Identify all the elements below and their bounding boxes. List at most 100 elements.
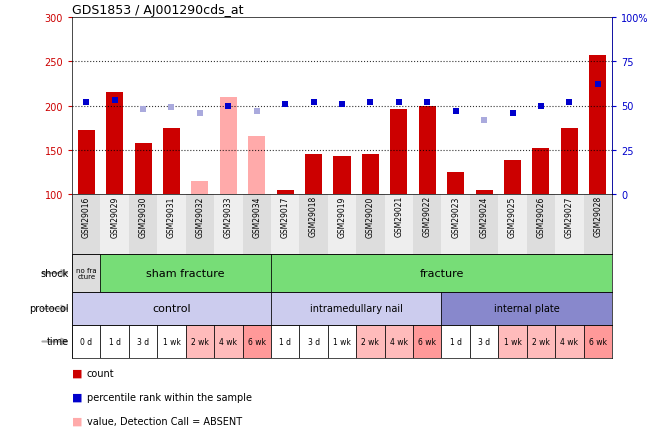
Bar [362, 155, 379, 194]
Text: 4 wk: 4 wk [561, 337, 578, 346]
Text: ■: ■ [72, 416, 83, 426]
Bar [385, 194, 413, 254]
Text: fracture: fracture [419, 268, 463, 278]
Bar [72, 293, 271, 325]
Text: GSM29024: GSM29024 [480, 196, 488, 237]
Bar [100, 194, 129, 254]
Text: shock: shock [40, 268, 69, 278]
Bar [157, 194, 186, 254]
Bar [72, 194, 100, 254]
Text: GSM29032: GSM29032 [196, 196, 204, 237]
Bar [214, 194, 243, 254]
Bar [305, 155, 322, 194]
Bar [271, 194, 299, 254]
Bar [163, 128, 180, 194]
Bar [157, 325, 186, 358]
Bar [271, 254, 612, 293]
Bar [186, 325, 214, 358]
Text: GSM29023: GSM29023 [451, 196, 460, 237]
Text: 3 d: 3 d [307, 337, 320, 346]
Text: 1 wk: 1 wk [504, 337, 522, 346]
Bar [527, 325, 555, 358]
Bar [271, 325, 299, 358]
Bar [470, 194, 498, 254]
Bar [584, 194, 612, 254]
Bar [475, 190, 492, 194]
Bar [243, 194, 271, 254]
Bar [385, 325, 413, 358]
Text: GSM29033: GSM29033 [224, 196, 233, 237]
Bar [100, 254, 271, 293]
Bar [186, 194, 214, 254]
Text: GSM29029: GSM29029 [110, 196, 119, 237]
Text: GSM29025: GSM29025 [508, 196, 517, 237]
Text: GSM29031: GSM29031 [167, 196, 176, 237]
Bar [390, 110, 407, 194]
Bar [498, 325, 527, 358]
Text: percentile rank within the sample: percentile rank within the sample [87, 392, 252, 402]
Bar [214, 325, 243, 358]
Text: GSM29022: GSM29022 [423, 196, 432, 237]
Text: GSM29021: GSM29021 [395, 196, 403, 237]
Text: GSM29018: GSM29018 [309, 196, 318, 237]
Text: GSM29027: GSM29027 [565, 196, 574, 237]
Text: 2 wk: 2 wk [532, 337, 550, 346]
Text: GSM29028: GSM29028 [594, 196, 602, 237]
Text: 1 wk: 1 wk [333, 337, 351, 346]
Text: sham fracture: sham fracture [147, 268, 225, 278]
Text: 3 d: 3 d [137, 337, 149, 346]
Text: 4 wk: 4 wk [390, 337, 408, 346]
Text: 0 d: 0 d [80, 337, 93, 346]
Bar [584, 325, 612, 358]
Bar [356, 325, 385, 358]
Bar [498, 194, 527, 254]
Bar [356, 194, 385, 254]
Bar [447, 172, 464, 194]
Text: 2 wk: 2 wk [191, 337, 209, 346]
Bar [527, 194, 555, 254]
Bar [589, 56, 606, 194]
Text: 1 d: 1 d [279, 337, 291, 346]
Bar [532, 148, 549, 194]
Bar [220, 97, 237, 194]
Bar [413, 194, 442, 254]
Bar [135, 143, 151, 194]
Text: GSM29019: GSM29019 [338, 196, 346, 237]
Bar [192, 181, 208, 194]
Bar [72, 325, 100, 358]
Text: 4 wk: 4 wk [219, 337, 237, 346]
Bar [299, 194, 328, 254]
Text: count: count [87, 368, 114, 378]
Bar [555, 194, 584, 254]
Text: ■: ■ [72, 368, 83, 378]
Bar [271, 293, 442, 325]
Text: control: control [152, 304, 191, 314]
Bar [78, 131, 95, 194]
Bar [129, 194, 157, 254]
Text: GSM29026: GSM29026 [537, 196, 545, 237]
Text: 3 d: 3 d [478, 337, 490, 346]
Text: intramedullary nail: intramedullary nail [310, 304, 403, 314]
Text: internal plate: internal plate [494, 304, 560, 314]
Bar [299, 325, 328, 358]
Text: GSM29017: GSM29017 [281, 196, 290, 237]
Text: GDS1853 / AJ001290cds_at: GDS1853 / AJ001290cds_at [72, 4, 243, 17]
Text: protocol: protocol [29, 304, 69, 314]
Text: GSM29030: GSM29030 [139, 196, 147, 237]
Text: 2 wk: 2 wk [362, 337, 379, 346]
Text: 6 wk: 6 wk [589, 337, 607, 346]
Text: 6 wk: 6 wk [248, 337, 266, 346]
Text: GSM29016: GSM29016 [82, 196, 91, 237]
Bar [442, 194, 470, 254]
Bar [442, 293, 612, 325]
Text: 6 wk: 6 wk [418, 337, 436, 346]
Bar [504, 161, 521, 194]
Bar [328, 194, 356, 254]
Bar [277, 190, 293, 194]
Bar [413, 325, 442, 358]
Text: 1 d: 1 d [449, 337, 461, 346]
Bar [561, 128, 578, 194]
Bar [106, 93, 123, 194]
Bar [418, 106, 436, 194]
Text: time: time [46, 337, 69, 347]
